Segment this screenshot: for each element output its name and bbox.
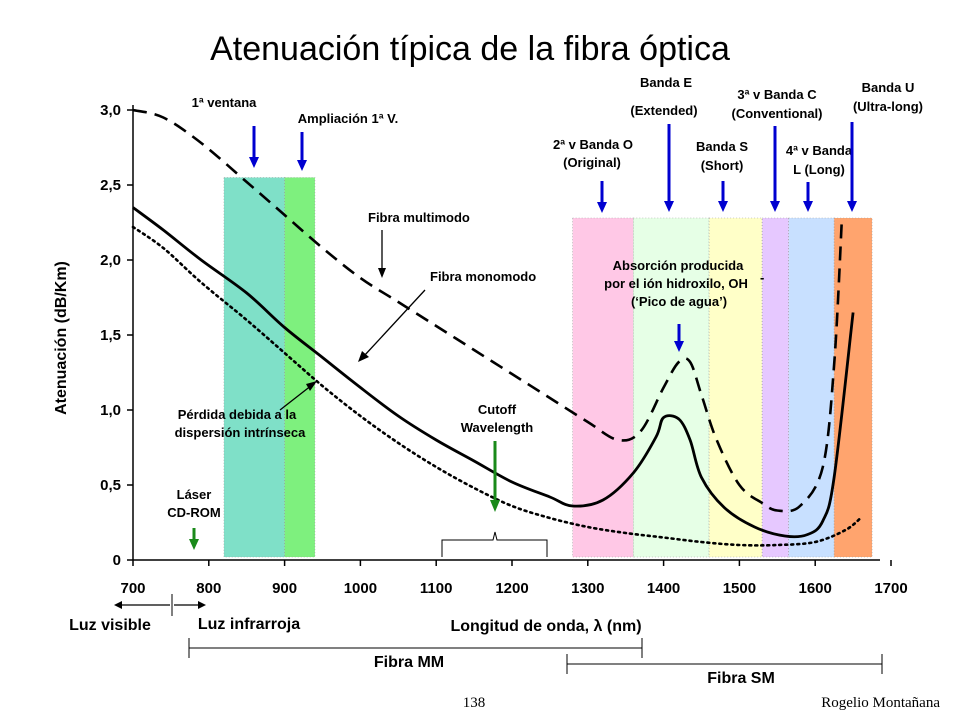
y-ticks: 0 0,5 1,0 1,5 2,0 2,5 3,0	[100, 102, 133, 569]
author-name: Rogelio Montañana	[821, 695, 940, 711]
cutoff-range-brace	[441, 531, 548, 557]
band-label-1a-ventana: 1ª ventana	[192, 95, 258, 110]
y-tick-label: 0	[113, 552, 121, 569]
series-multimodo	[132, 108, 843, 513]
band-6	[788, 217, 835, 558]
label-absorcion-2: por el ión hidroxilo, OH	[604, 276, 748, 291]
pointer-dispersion-head	[306, 381, 317, 391]
wavelength-bands	[223, 177, 873, 558]
bracket-fibra-mm	[188, 638, 643, 658]
label-cutoff-2: Wavelength	[461, 420, 534, 435]
band-label-e-1: Banda E	[640, 75, 692, 90]
label-fibra-monomodo: Fibra monomodo	[430, 269, 536, 284]
x-tick-label: 1200	[495, 580, 528, 597]
label-fibra-sm: Fibra SM	[707, 670, 775, 687]
band-label-s-1: Banda S	[696, 139, 748, 154]
label-laser-2: CD-ROM	[167, 505, 220, 520]
arrow-infrared-head	[198, 601, 206, 609]
label-absorcion-1: Absorción producida	[613, 258, 745, 273]
arrow-1a-ventana-head	[249, 157, 259, 168]
band-arrows	[249, 122, 857, 352]
arrow-banda-u-head	[847, 201, 857, 212]
series-dispersion	[131, 225, 862, 547]
band-label-u-1: Banda U	[862, 80, 915, 95]
band-label-c-1: 3ª v Banda C	[737, 87, 817, 102]
label-absorcion-3: (‘Pico de agua’)	[631, 294, 727, 309]
x-tick-label: 1000	[344, 580, 377, 597]
band-label-o-1: 2ª v Banda O	[553, 137, 633, 152]
x-tick-label: 1500	[723, 580, 756, 597]
label-absorcion-sup: -	[760, 270, 764, 285]
arrow-cutoff-head	[490, 500, 500, 512]
x-tick-label: 800	[196, 580, 221, 597]
x-tick-label: 1400	[647, 580, 680, 597]
band-label-o-2: (Original)	[563, 155, 621, 170]
series-monomodo	[132, 206, 855, 539]
chart-title: Atenuación típica de la fibra óptica	[210, 30, 730, 68]
arrow-banda-o-head	[597, 202, 607, 213]
band-label-c-2: (Conventional)	[732, 106, 823, 121]
band-label-u-2: (Ultra-long)	[853, 99, 923, 114]
page-number: 138	[463, 695, 486, 711]
pointer-dispersion	[279, 384, 313, 411]
band-label-e-2: (Extended)	[630, 103, 697, 118]
band-label-l-1: 4ª v Banda	[786, 143, 853, 158]
label-fibra-mm: Fibra MM	[374, 654, 444, 671]
arrow-banda-e-head	[664, 201, 674, 212]
x-tick-label: 1300	[571, 580, 604, 597]
arrow-pico-agua-head	[674, 341, 684, 352]
label-luz-infrarroja: Luz infrarroja	[198, 616, 300, 633]
label-cutoff-1: Cutoff	[478, 402, 517, 417]
x-tick-label: 700	[120, 580, 145, 597]
label-luz-visible: Luz visible	[69, 617, 151, 634]
arrow-laser-head	[189, 539, 199, 550]
x-tick-label: 1700	[874, 580, 907, 597]
label-laser-1: Láser	[177, 487, 212, 502]
green-arrows	[189, 441, 500, 550]
x-tick-label: 900	[272, 580, 297, 597]
x-tick-label: 1600	[799, 580, 832, 597]
y-tick-label: 1,5	[100, 327, 121, 344]
arrow-banda-s-head	[718, 201, 728, 212]
y-tick-label: 2,5	[100, 177, 121, 194]
y-axis-label: Atenuación (dB/Km)	[53, 261, 70, 415]
label-dispersion-2: dispersión intrínseca	[175, 425, 307, 440]
band-label-s-2: (Short)	[701, 158, 744, 173]
band-3	[632, 217, 710, 558]
x-ticks: 700 800 900 1000 1100 1200 1300 1400 1500 1600 170…	[120, 560, 908, 597]
band-label-l-2: L (Long)	[793, 162, 845, 177]
band-0	[223, 177, 285, 558]
x-axis-label: Longitud de onda, λ (nm)	[450, 618, 641, 635]
y-tick-label: 1,0	[100, 402, 121, 419]
arrow-visible-head	[114, 601, 122, 609]
arrow-banda-l-head	[803, 201, 813, 212]
label-fibra-multimodo: Fibra multimodo	[368, 210, 470, 225]
y-tick-label: 0,5	[100, 477, 121, 494]
band-label-ampliacion: Ampliación 1ª V.	[298, 111, 398, 126]
x-tick-label: 1100	[420, 580, 453, 597]
arrow-ampliacion-head	[297, 160, 307, 171]
label-dispersion-1: Pérdida debida a la	[178, 407, 297, 422]
y-tick-label: 2,0	[100, 252, 121, 269]
y-tick-label: 3,0	[100, 102, 121, 119]
bracket-fibra-sm	[566, 654, 883, 674]
pointer-monomodo-head	[358, 351, 369, 362]
pointer-monomodo	[363, 289, 426, 357]
pointer-multimodo-head	[378, 268, 386, 278]
arrow-banda-c-head	[770, 201, 780, 212]
band-5	[761, 217, 789, 558]
curves	[131, 108, 862, 547]
